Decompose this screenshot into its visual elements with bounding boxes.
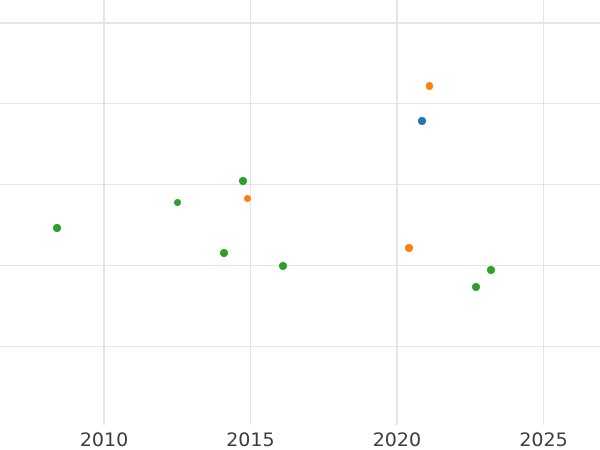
h-gridline xyxy=(0,183,600,185)
x-tick-label: 2025 xyxy=(519,429,568,450)
x-tick-label: 2020 xyxy=(372,429,422,450)
data-point xyxy=(243,194,252,203)
data-point xyxy=(487,266,495,274)
x-tick-label: 2015 xyxy=(226,429,275,450)
data-point xyxy=(53,224,61,232)
v-gridline xyxy=(542,0,545,425)
data-point xyxy=(418,117,426,125)
data-point xyxy=(279,262,287,270)
data-point xyxy=(405,244,413,252)
data-point xyxy=(220,249,228,257)
h-gridline xyxy=(0,346,600,348)
v-gridline xyxy=(249,0,252,425)
h-gridline xyxy=(0,265,600,267)
data-point xyxy=(239,177,247,185)
h-gridline xyxy=(0,102,600,104)
v-gridline xyxy=(396,0,398,425)
data-point xyxy=(472,283,480,291)
v-gridline xyxy=(103,0,105,425)
x-tick-label: 2010 xyxy=(79,429,129,450)
data-point xyxy=(173,198,182,207)
h-gridline xyxy=(0,22,600,24)
data-point xyxy=(425,82,434,90)
